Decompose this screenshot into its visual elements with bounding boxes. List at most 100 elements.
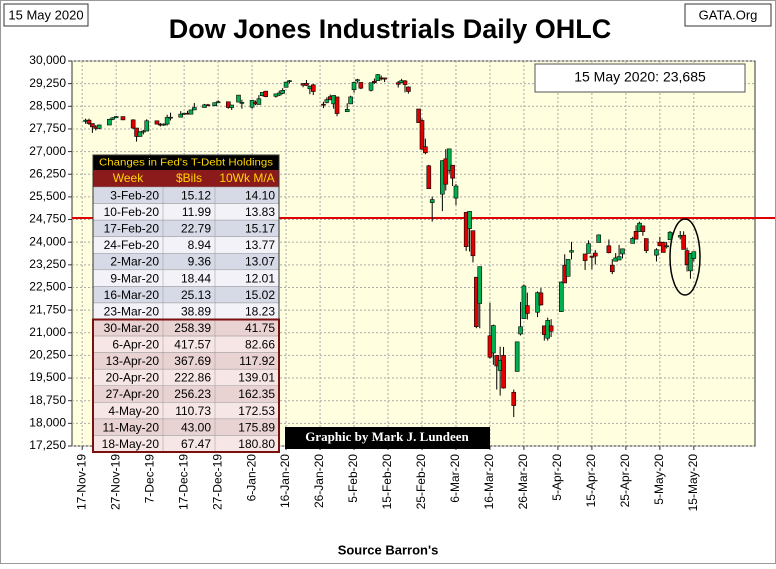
candle-body — [664, 245, 669, 248]
candle-body — [144, 120, 150, 132]
candle-body — [518, 326, 523, 335]
candle-body — [178, 113, 184, 118]
source-label: GATA.Org — [699, 7, 758, 22]
candle-body — [559, 281, 564, 312]
candle-body — [205, 104, 211, 107]
table-title: Changes in Fed's T-Debt Holdings — [99, 158, 273, 169]
candle-body — [640, 225, 646, 232]
y-tick-label: 19,500 — [29, 370, 66, 384]
candle-body — [609, 264, 615, 273]
x-tick-label: 5-Apr-20 — [550, 454, 564, 501]
table-cell: 175.89 — [238, 420, 275, 434]
annotation-box — [534, 63, 746, 93]
candle-body — [382, 77, 387, 80]
table-cell: 67.47 — [181, 437, 211, 451]
x-tick-label: 17-Nov-19 — [74, 454, 88, 510]
candle-body — [86, 119, 92, 124]
table-cell: 4-May-20 — [108, 404, 159, 418]
table-cell: 22.79 — [181, 222, 211, 236]
chart-title: Dow Jones Industrials Daily OHLC — [169, 14, 612, 44]
table-cell: 13.07 — [245, 255, 275, 269]
table-cell: 82.66 — [245, 338, 275, 352]
candle-body — [589, 255, 595, 258]
candle-body — [450, 164, 455, 179]
candle-body — [565, 259, 571, 277]
table-cell: 9-Mar-20 — [110, 271, 159, 285]
x-tick-label: 6-Mar-20 — [448, 454, 462, 503]
x-tick-label: 5-May-20 — [652, 454, 666, 505]
candle-body — [263, 90, 268, 97]
table-cell: 256.23 — [174, 387, 211, 401]
candle-body — [514, 341, 520, 372]
table-cell: 24-Feb-20 — [104, 238, 160, 252]
candle-body — [215, 101, 221, 104]
y-tick-label: 27,000 — [29, 144, 66, 158]
source-box — [684, 3, 772, 27]
x-tick-label: 15-Feb-20 — [380, 454, 394, 510]
table-cell: 139.01 — [238, 371, 275, 385]
candle-body — [368, 82, 374, 91]
candle-body — [596, 234, 601, 243]
table-cell: 8.94 — [188, 238, 212, 252]
y-tick-label: 20,250 — [29, 348, 66, 362]
x-tick-label: 15-May-20 — [686, 454, 700, 512]
y-tick-label: 18,750 — [29, 393, 66, 407]
candle-body — [168, 116, 173, 119]
table-cell: 16-Mar-20 — [104, 288, 160, 302]
y-tick-label: 17,250 — [29, 438, 66, 452]
candle-body — [321, 103, 326, 106]
y-tick-label: 29,250 — [29, 76, 66, 90]
candle-body — [236, 94, 241, 103]
x-tick-label: 25-Apr-20 — [618, 454, 632, 508]
x-tick-label: 25-Feb-20 — [414, 454, 428, 510]
table-highlight-border — [92, 318, 280, 453]
table-cell: 172.53 — [238, 404, 275, 418]
highlight-ellipse — [669, 218, 701, 296]
table-cell: 15.12 — [181, 188, 211, 202]
y-tick-label: 18,000 — [29, 416, 66, 430]
candle-body — [406, 86, 411, 92]
candle-body — [188, 109, 194, 115]
candle-body — [256, 98, 262, 105]
x-tick-label: 16-Jan-20 — [278, 454, 292, 508]
x-tick-label: 7-Dec-19 — [142, 454, 156, 504]
x-tick-label: 27-Dec-19 — [210, 454, 224, 510]
candle-body — [192, 107, 197, 111]
candle-body — [164, 117, 170, 125]
candle-body — [154, 120, 160, 125]
candle-body — [592, 252, 598, 257]
y-tick-label: 24,000 — [29, 234, 66, 248]
candle-body — [660, 242, 666, 253]
candle-body — [202, 104, 207, 108]
x-tick-label: 16-Mar-20 — [482, 454, 496, 510]
table-cell: 15.02 — [245, 288, 275, 302]
candle-body — [161, 123, 167, 126]
candle-body — [280, 89, 285, 94]
candle-body — [525, 305, 530, 314]
candle-body — [582, 253, 588, 261]
table-cell: 367.69 — [174, 354, 211, 368]
table-cell: 18.23 — [245, 304, 275, 318]
candle-body — [96, 124, 102, 129]
y-tick-label: 24,750 — [29, 212, 66, 226]
y-tick-label: 21,000 — [29, 325, 66, 339]
candle-body — [423, 146, 428, 154]
candle-body — [120, 116, 126, 121]
candle-body — [453, 185, 459, 199]
table-cell: 162.35 — [238, 387, 275, 401]
candle-body — [90, 123, 95, 128]
candle-body — [402, 80, 408, 85]
x-tick-label: 5-Feb-20 — [346, 454, 360, 503]
candle-body — [375, 74, 381, 81]
candle-body — [348, 96, 353, 105]
table-cell: 25.13 — [181, 288, 211, 302]
candle-body — [141, 130, 146, 133]
candle-body — [569, 250, 574, 253]
table-cell: 417.57 — [174, 338, 211, 352]
y-tick-label: 30,000 — [29, 53, 66, 67]
table-cell: 11-May-20 — [103, 420, 160, 434]
candle-body — [620, 248, 625, 255]
table-cell: 117.92 — [239, 354, 275, 368]
table-cell: 41.75 — [245, 321, 275, 335]
